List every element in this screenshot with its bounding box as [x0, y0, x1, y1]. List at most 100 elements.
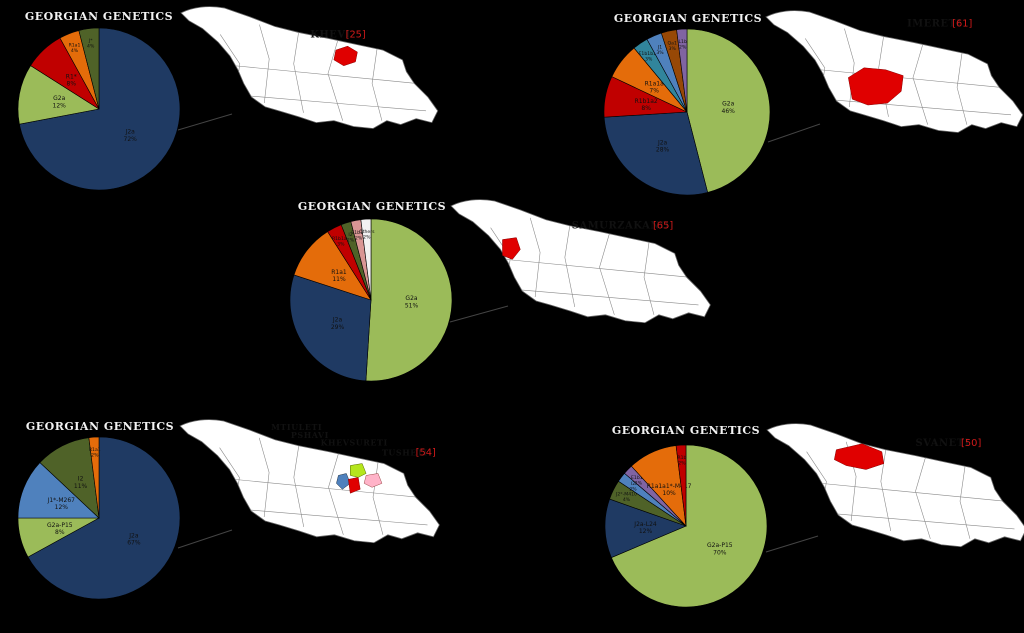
slice-percent: 72% — [124, 136, 138, 143]
georgia-map: SAMURZAKANO [65] — [450, 199, 711, 324]
highlighted-region-khevsureti — [350, 463, 367, 478]
slice-label: Others — [359, 229, 375, 235]
slice-percent: 51% — [405, 302, 419, 309]
slice-percent: 2% — [629, 487, 637, 493]
region-name: SAMURZAKANO — [572, 221, 669, 232]
slice-label: E1b1b — [351, 230, 366, 236]
slice-label: J1 — [657, 45, 662, 51]
slice-percent: 2% — [347, 237, 355, 243]
slice-label: R1a1 — [89, 447, 101, 453]
highlighted-region — [848, 67, 904, 106]
pie-slice-g2a-p15 — [611, 444, 768, 608]
pie-slice-j2a — [19, 27, 181, 191]
slice-percent: 2% — [679, 45, 687, 51]
slice-percent: 4% — [87, 44, 95, 50]
slice-percent: 12% — [53, 102, 67, 109]
slice-percent: 3% — [337, 241, 345, 247]
slice-label: G2a — [53, 95, 65, 102]
pie-slice-j1-m267 — [17, 462, 100, 519]
highlighted-region-tusheti — [363, 473, 383, 488]
slice-percent: 11% — [74, 483, 88, 490]
region-name: KHEVSURETI — [321, 439, 388, 448]
slice-percent: 28% — [656, 147, 670, 154]
slice-label: R1b — [677, 455, 686, 461]
slice-percent: 2% — [678, 460, 686, 466]
slice-percent: 12% — [639, 528, 653, 535]
slice-label: G2a — [722, 101, 734, 108]
georgia-map: KHEVI [25] — [180, 6, 439, 129]
slice-percent: 29% — [331, 324, 345, 331]
pie-chart: G2a51%J2a29%R1a111%R1b1a23%I22%E1b1b2%Ot… — [289, 218, 453, 382]
slice-label: R1b1a2 — [635, 98, 658, 105]
pie-slice-others — [360, 218, 372, 301]
slice-percent: 2% — [635, 480, 643, 486]
georgia-map: IMERETI [61] — [765, 10, 1024, 133]
panel-svaneti: GEORGIAN GENETICS SVANETI [50] G2a-P1570… — [604, 423, 1024, 608]
sample-count: [65] — [653, 221, 673, 232]
georgia-map: MTIULETI PSHAVI KHEVSURETI TUSHETI [54] — [179, 419, 440, 544]
slice-percent: 10% — [662, 490, 676, 497]
slice-percent: 12% — [55, 504, 69, 511]
leader-line — [449, 305, 509, 323]
slice-percent: 70% — [713, 549, 727, 556]
slice-label: G2a-P15 — [707, 542, 733, 549]
slice-percent: 11% — [332, 276, 346, 283]
pie-slice-g2a — [17, 65, 100, 125]
slice-percent: 7% — [649, 88, 659, 95]
slice-label: J2a — [657, 139, 668, 146]
slice-label: I2 — [78, 476, 84, 483]
pie-slice-g2a — [365, 218, 453, 382]
highlighted-region-pshavi — [348, 477, 361, 494]
slice-label: J2a — [125, 129, 136, 136]
leader-line — [177, 113, 233, 131]
slice-percent: 67% — [127, 540, 141, 547]
slice-percent: 3% — [656, 50, 664, 56]
pie-slice-j2a — [603, 111, 709, 196]
pie-chart: G2a46%J2a28%R1b1a28%R1a1a7%E1b1b1a3%J13%… — [603, 28, 771, 196]
slice-percent: 2% — [355, 235, 363, 241]
slice-label: Qa1 — [668, 41, 677, 47]
chart-title: GEORGIAN GENETICS — [614, 12, 762, 25]
chart-title: GEORGIAN GENETICS — [298, 200, 446, 213]
leader-line — [767, 123, 821, 143]
region-name: PSHAVI — [291, 431, 329, 440]
sample-count: [25] — [346, 29, 366, 40]
slice-label: E1b1b1a — [639, 51, 660, 57]
pie-slice-r1a1 — [88, 436, 100, 519]
pie-slice-j- — [78, 27, 100, 110]
region-name: IMERETI — [907, 19, 962, 30]
highlighted-region — [333, 45, 358, 67]
slice-label: R1* — [66, 73, 77, 80]
leader-line — [177, 529, 233, 549]
georgia-map: SVANETI [50] — [766, 423, 1024, 548]
pie-slice-l1b — [676, 28, 688, 113]
slice-percent: 2% — [363, 234, 371, 240]
slice-percent: 8% — [641, 105, 651, 112]
slice-label: I2 — [348, 232, 352, 238]
region-name: MTIULETI — [271, 423, 322, 432]
region-name: SVANETI — [916, 438, 970, 449]
chart-title: GEORGIAN GENETICS — [25, 10, 173, 23]
sample-count: [50] — [961, 438, 981, 449]
slice-label: J2*-M410 — [615, 492, 637, 498]
slice-percent: 3% — [669, 46, 677, 52]
region-name: KHEVI — [310, 29, 350, 40]
slice-label: J2a — [128, 532, 139, 539]
slice-percent: 8% — [67, 81, 77, 88]
slice-label: R1a1 — [69, 42, 81, 48]
panel-samurzakano: GEORGIAN GENETICS SAMURZAKANO [65] G2a51… — [289, 199, 711, 382]
chart-title: GEORGIAN GENETICS — [612, 424, 760, 437]
pie-chart: G2a-P1570%J2a-L2412%J2*-M4104%I22%E1b1b2… — [604, 444, 768, 608]
highlighted-region-mtiuleti — [336, 473, 351, 490]
slice-percent: 2% — [91, 452, 99, 458]
slice-label: R1b1a2 — [332, 236, 350, 242]
region-name: TUSHETI — [382, 449, 428, 458]
highlighted-region — [834, 443, 885, 470]
slice-label: R1a1a1*-M417 — [647, 483, 692, 490]
slice-label: I2 — [631, 481, 635, 487]
slice-label: R1a1 — [331, 269, 347, 276]
